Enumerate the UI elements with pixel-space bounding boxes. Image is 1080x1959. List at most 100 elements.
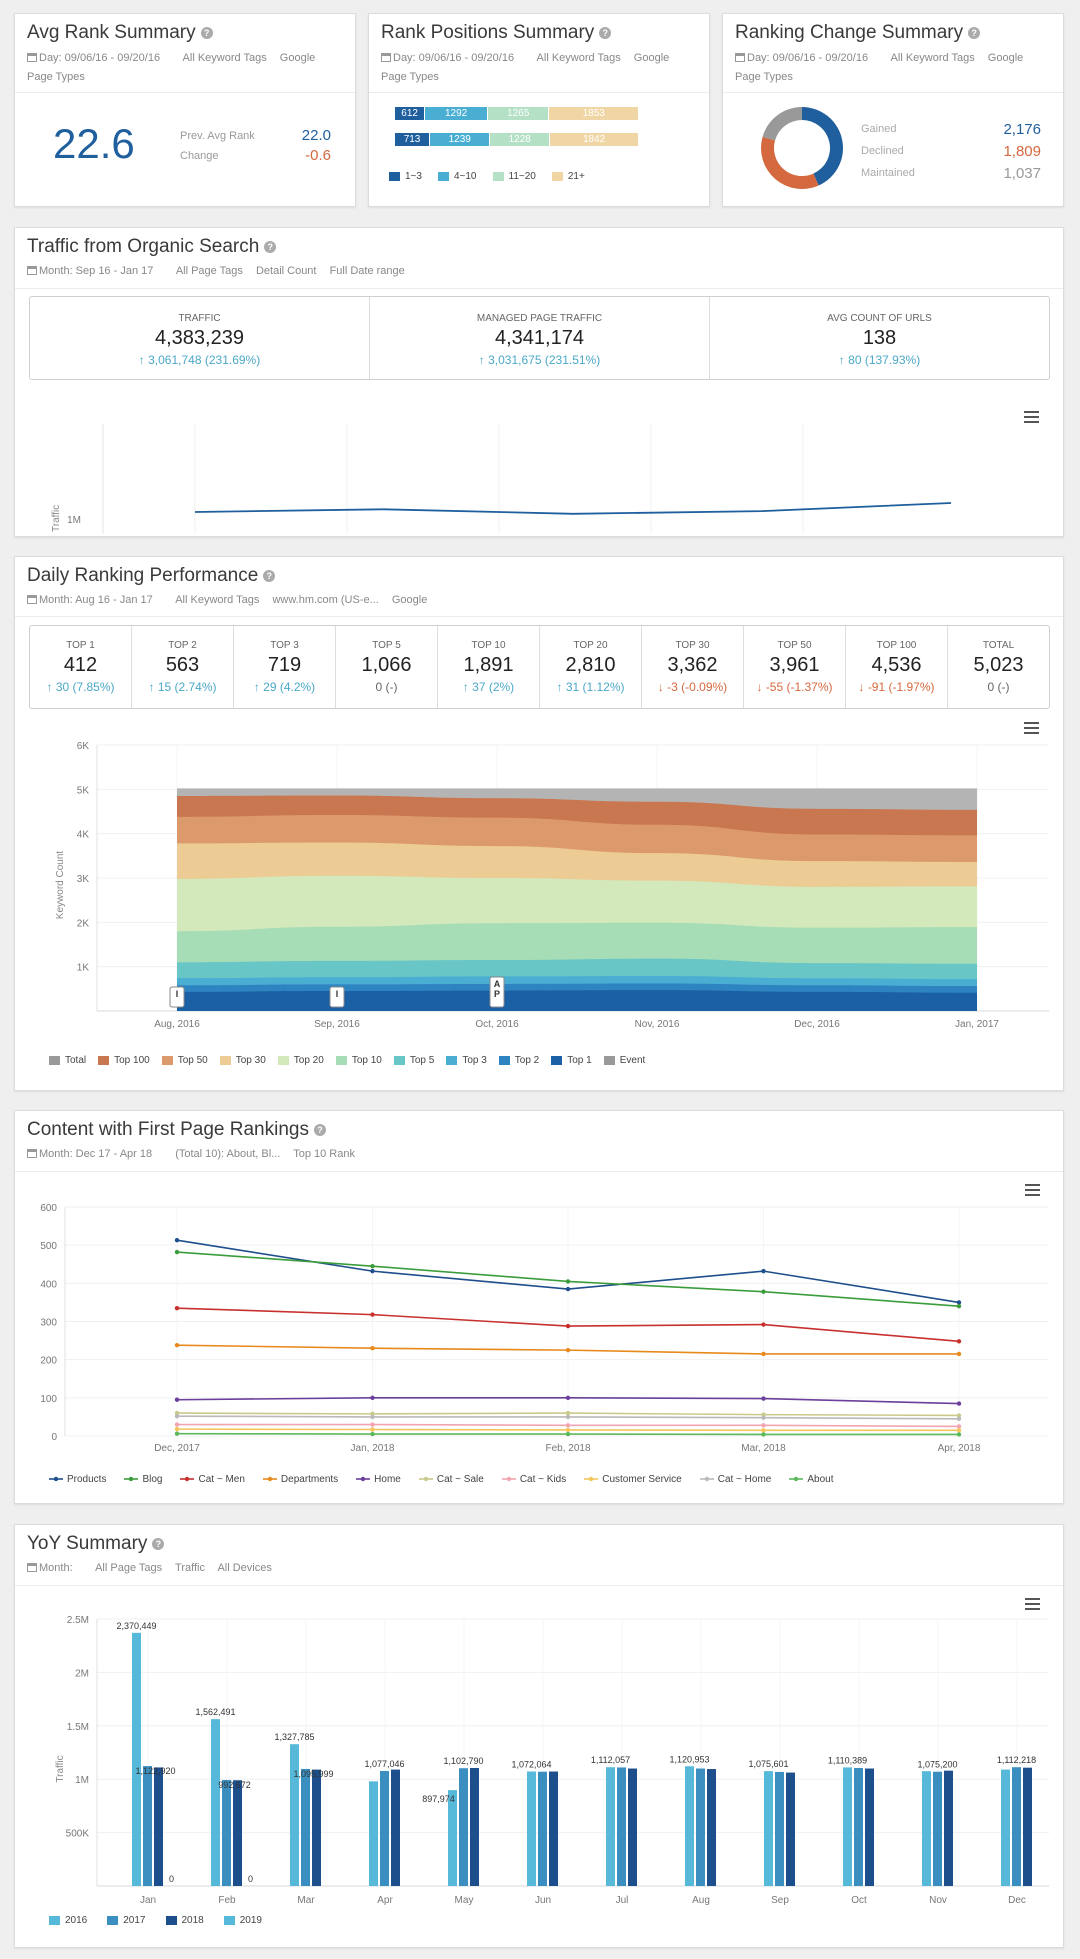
help-icon[interactable]: ? [599, 26, 612, 39]
help-icon[interactable]: ? [200, 26, 213, 39]
data-point[interactable] [370, 1422, 375, 1427]
legend-item[interactable]: Top 30 [219, 1055, 266, 1066]
bar-2016[interactable] [922, 1771, 931, 1886]
help-icon[interactable]: ? [313, 1123, 326, 1136]
data-point[interactable] [956, 1424, 962, 1429]
donut-slice-declined[interactable] [761, 136, 819, 189]
data-point[interactable] [565, 1431, 571, 1437]
data-point[interactable] [761, 1322, 766, 1327]
data-point[interactable] [174, 1305, 180, 1311]
bar-2018[interactable] [233, 1780, 242, 1886]
legend-item[interactable]: 2018 [165, 1915, 204, 1926]
rank-positions-segment[interactable]: 612 [395, 107, 425, 120]
data-point[interactable] [761, 1432, 766, 1437]
data-point[interactable] [174, 1422, 180, 1427]
series-departments[interactable] [174, 1342, 962, 1357]
bar-2016[interactable] [527, 1771, 536, 1886]
legend-item[interactable]: Top 100 [98, 1055, 150, 1066]
bar-2018[interactable] [391, 1769, 400, 1886]
data-point[interactable] [956, 1432, 962, 1437]
bar-2016[interactable] [843, 1767, 852, 1886]
legend-item[interactable]: Top 20 [277, 1055, 324, 1066]
legend-item[interactable]: 4~10 [437, 171, 477, 182]
data-point[interactable] [565, 1423, 571, 1428]
data-point[interactable] [370, 1263, 375, 1269]
series-cat-men[interactable] [174, 1305, 962, 1344]
data-point[interactable] [761, 1396, 766, 1401]
data-point[interactable] [174, 1249, 180, 1255]
event-marker[interactable]: I [169, 986, 185, 1008]
data-point[interactable] [174, 1238, 180, 1243]
legend-item[interactable]: Cat ~ Sale [418, 1474, 484, 1485]
bar-2016[interactable] [369, 1781, 378, 1886]
bar-2017[interactable] [933, 1771, 942, 1886]
legend-item[interactable]: Top 1 [551, 1055, 592, 1066]
data-point[interactable] [565, 1279, 571, 1284]
legend-item[interactable]: Blog [124, 1474, 162, 1485]
legend-item[interactable]: Total [49, 1055, 86, 1066]
bar-2018[interactable] [786, 1772, 795, 1886]
bar-2016[interactable] [764, 1771, 773, 1886]
area-top-1[interactable] [177, 990, 977, 1011]
data-point[interactable] [174, 1342, 180, 1348]
bar-2017[interactable] [1012, 1767, 1021, 1886]
rank-positions-segment[interactable]: 1292 [425, 107, 487, 120]
legend-item[interactable]: Cat ~ Kids [501, 1474, 566, 1485]
series-home[interactable] [174, 1395, 962, 1406]
legend-item[interactable]: Customer Service [584, 1474, 682, 1485]
bar-2018[interactable] [865, 1768, 874, 1886]
data-point[interactable] [370, 1427, 375, 1432]
data-point[interactable] [174, 1431, 180, 1436]
data-point[interactable] [370, 1414, 375, 1420]
bar-2016[interactable] [211, 1719, 220, 1886]
chart-menu-icon[interactable] [1025, 1184, 1040, 1196]
data-point[interactable] [174, 1426, 180, 1432]
data-point[interactable] [370, 1346, 375, 1351]
legend-item[interactable]: 2019 [223, 1915, 262, 1926]
bar-2017[interactable] [775, 1771, 784, 1886]
legend-item[interactable]: 21+ [551, 171, 585, 182]
data-point[interactable] [956, 1339, 962, 1344]
rank-positions-filter-page-types[interactable]: Page Types [381, 71, 439, 83]
bar-2016[interactable] [290, 1744, 299, 1886]
data-point[interactable] [761, 1415, 766, 1420]
bar-2017[interactable] [143, 1766, 152, 1886]
data-point[interactable] [956, 1413, 962, 1418]
data-point[interactable] [174, 1397, 180, 1402]
data-point[interactable] [761, 1412, 766, 1417]
chart-menu-icon[interactable] [1024, 411, 1039, 423]
help-icon[interactable]: ? [263, 569, 276, 582]
legend-item[interactable]: Top 3 [446, 1055, 487, 1066]
data-point[interactable] [956, 1416, 962, 1422]
bar-2018[interactable] [628, 1768, 637, 1886]
event-marker[interactable]: AP [489, 976, 505, 1008]
ranking-change-filter-page-types[interactable]: Page Types [735, 71, 793, 83]
event-marker[interactable]: I [329, 986, 345, 1008]
bar-2017[interactable] [617, 1767, 626, 1886]
series-blog[interactable] [174, 1249, 962, 1309]
bar-2017[interactable] [380, 1770, 389, 1886]
bar-2018[interactable] [944, 1770, 953, 1886]
bar-2016[interactable] [448, 1790, 457, 1886]
help-icon[interactable]: ? [264, 240, 277, 253]
bar-2018[interactable] [470, 1767, 479, 1886]
data-point[interactable] [565, 1414, 571, 1420]
rank-positions-segment[interactable]: 1853 [549, 107, 638, 120]
bar-2018[interactable] [707, 1769, 716, 1886]
bar-2017[interactable] [459, 1768, 468, 1886]
rank-positions-segment[interactable]: 713 [395, 133, 430, 146]
data-point[interactable] [956, 1401, 962, 1406]
avg-rank-filter-page-types[interactable]: Page Types [27, 71, 85, 83]
data-point[interactable] [761, 1428, 766, 1433]
legend-item[interactable]: About [789, 1474, 834, 1485]
help-icon[interactable]: ? [152, 1537, 165, 1550]
data-point[interactable] [370, 1268, 375, 1274]
bar-2016[interactable] [132, 1632, 141, 1886]
chart-menu-icon[interactable] [1024, 722, 1039, 734]
legend-item[interactable]: Top 50 [161, 1055, 208, 1066]
legend-item[interactable]: 2017 [107, 1915, 146, 1926]
data-point[interactable] [956, 1304, 962, 1309]
series-cat-kids[interactable] [174, 1422, 962, 1429]
data-point[interactable] [565, 1286, 571, 1292]
series-customer-service[interactable] [174, 1426, 962, 1433]
